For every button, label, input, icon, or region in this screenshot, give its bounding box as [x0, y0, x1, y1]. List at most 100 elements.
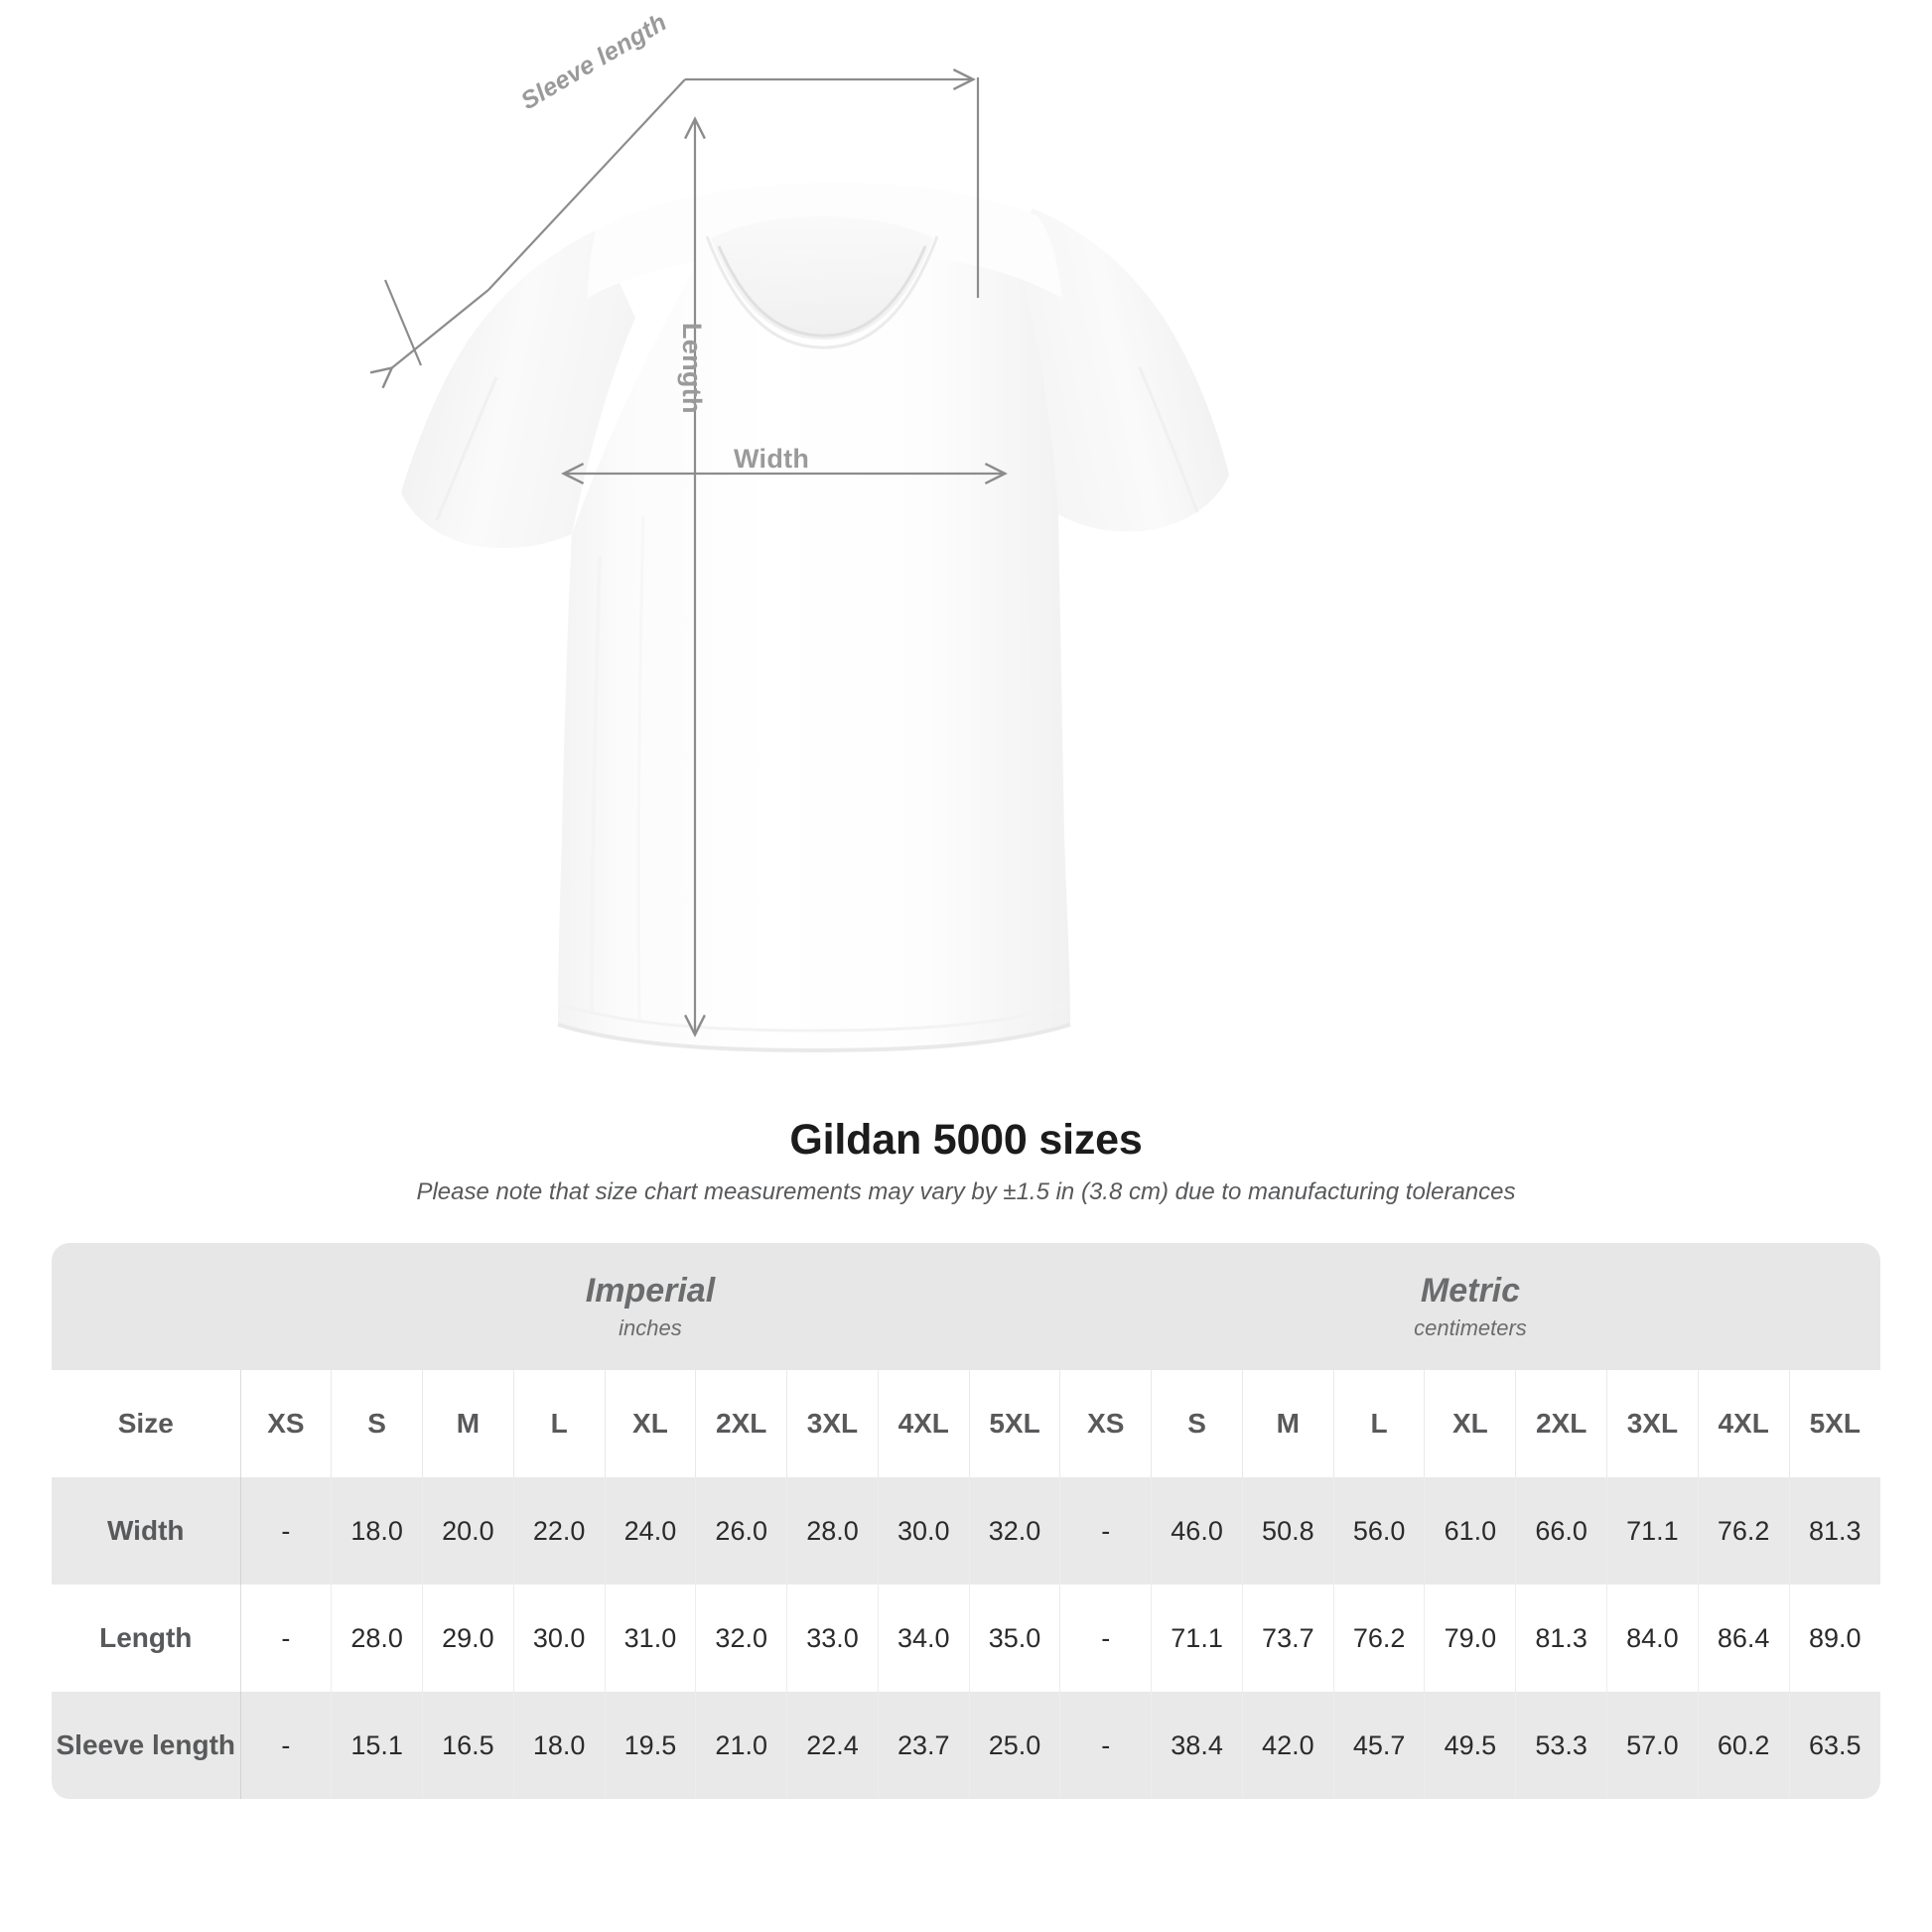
garment-shape	[401, 182, 1229, 1053]
column-header-4xl-imperial: 4XL	[878, 1370, 970, 1478]
column-header-l-metric: L	[1333, 1370, 1426, 1478]
cell-width-2xl-imperial: 26.0	[695, 1477, 788, 1586]
cell-width-5xl-metric: 81.3	[1789, 1477, 1880, 1586]
cell-sleeve-length-2xl-metric: 53.3	[1515, 1692, 1608, 1800]
cell-sleeve-length-m-imperial: 16.5	[422, 1692, 514, 1800]
cell-sleeve-length-xl-imperial: 19.5	[605, 1692, 697, 1800]
cell-length-l-imperial: 30.0	[513, 1585, 606, 1693]
column-header-xs-metric: XS	[1059, 1370, 1153, 1478]
page-subtitle: Please note that size chart measurements…	[416, 1178, 1516, 1206]
measure-lines	[385, 77, 1003, 1033]
cell-sleeve-length-5xl-metric: 63.5	[1789, 1692, 1880, 1800]
cell-sleeve-length-2xl-imperial: 21.0	[695, 1692, 788, 1800]
cell-length-5xl-imperial: 35.0	[969, 1585, 1061, 1693]
sleeve-cuff-tick	[383, 279, 423, 366]
tshirt-diagram: Sleeve length Length Width	[0, 0, 1229, 1053]
table-row: Sleeve length -15.1 16.5 18.0 19.5 21.0 22.4 23…	[52, 1692, 1880, 1800]
cell-width-l-imperial: 22.0	[513, 1477, 606, 1586]
column-header-m-imperial: M	[422, 1370, 514, 1478]
row-label-sleeve-length: Sleeve length	[52, 1692, 241, 1800]
cell-length-3xl-imperial: 33.0	[786, 1585, 879, 1693]
row-label-width: Width	[52, 1477, 241, 1586]
cell-length-3xl-metric: 84.0	[1606, 1585, 1699, 1693]
cell-length-xl-metric: 79.0	[1424, 1585, 1517, 1693]
table-row: Width -18.0 20.0 22.0 24.0 26.0 28.0 30.0 32.0-4…	[52, 1477, 1880, 1586]
column-header-xl-metric: XL	[1424, 1370, 1517, 1478]
column-header-l-imperial: L	[513, 1370, 606, 1478]
cell-length-xs-metric: -	[1059, 1585, 1153, 1693]
column-header-s-metric: S	[1151, 1370, 1243, 1478]
cell-width-m-imperial: 20.0	[422, 1477, 514, 1586]
cell-width-m-metric: 50.8	[1242, 1477, 1334, 1586]
column-header-3xl-imperial: 3XL	[786, 1370, 879, 1478]
column-header-m-metric: M	[1242, 1370, 1334, 1478]
column-header-s-imperial: S	[331, 1370, 424, 1478]
unit-banner-spacer	[52, 1243, 240, 1371]
tshirt-illustration	[0, 0, 1229, 1053]
unit-group-name: Metric	[1420, 1272, 1521, 1311]
unit-group-subtitle: centimeters	[1414, 1315, 1527, 1341]
cell-length-4xl-imperial: 34.0	[878, 1585, 970, 1693]
cell-width-3xl-imperial: 28.0	[786, 1477, 879, 1586]
cell-length-m-imperial: 29.0	[422, 1585, 514, 1693]
cell-sleeve-length-4xl-imperial: 23.7	[878, 1692, 970, 1800]
cell-width-s-imperial: 18.0	[331, 1477, 424, 1586]
heading-block: Gildan 5000 sizes Please note that size …	[0, 1116, 1932, 1207]
column-header-3xl-metric: 3XL	[1606, 1370, 1699, 1478]
cell-length-l-metric: 76.2	[1333, 1585, 1426, 1693]
cell-width-xs-metric: -	[1059, 1477, 1153, 1586]
cell-length-2xl-metric: 81.3	[1515, 1585, 1608, 1693]
cell-width-4xl-imperial: 30.0	[878, 1477, 970, 1586]
cell-sleeve-length-m-metric: 42.0	[1242, 1692, 1334, 1800]
cell-length-4xl-metric: 86.4	[1698, 1585, 1790, 1693]
cell-sleeve-length-5xl-imperial: 25.0	[969, 1692, 1061, 1800]
column-header-xl-imperial: XL	[605, 1370, 697, 1478]
column-header-5xl-metric: 5XL	[1789, 1370, 1880, 1478]
page-title: Gildan 5000 sizes	[789, 1116, 1143, 1164]
cell-width-xl-metric: 61.0	[1424, 1477, 1517, 1586]
size-chart-container: Imperial inches Metric centimeters Size XS S M L…	[52, 1243, 1880, 1800]
cell-width-5xl-imperial: 32.0	[969, 1477, 1061, 1586]
cell-sleeve-length-xs-imperial: -	[240, 1692, 333, 1800]
width-label: Width	[734, 444, 810, 474]
cell-length-s-imperial: 28.0	[331, 1585, 424, 1693]
cell-width-3xl-metric: 71.1	[1606, 1477, 1699, 1586]
table-row: Length -28.0 29.0 30.0 31.0 32.0 33.0 34.0 35.0-…	[52, 1585, 1880, 1693]
sleeve-diagonal-lower	[390, 289, 489, 369]
cell-width-xs-imperial: -	[240, 1477, 333, 1586]
cell-sleeve-length-xl-metric: 49.5	[1424, 1692, 1517, 1800]
cell-width-xl-imperial: 24.0	[605, 1477, 697, 1586]
column-header-2xl-imperial: 2XL	[695, 1370, 788, 1478]
unit-banner-row: Imperial inches Metric centimeters	[52, 1243, 1880, 1371]
size-chart-table: Imperial inches Metric centimeters Size XS S M L…	[52, 1243, 1880, 1800]
unit-group-name: Imperial	[585, 1272, 716, 1311]
unit-group-metric: Metric centimeters	[1059, 1243, 1880, 1371]
cell-length-xs-imperial: -	[240, 1585, 333, 1693]
cell-sleeve-length-3xl-imperial: 22.4	[786, 1692, 879, 1800]
column-header-size: Size	[52, 1370, 241, 1478]
table-header-row: Size XS S M L XL 2XL 3XL 4XL 5XL XS S M L XL 2XL 3XL 4XL 5…	[52, 1370, 1880, 1478]
cell-sleeve-length-l-metric: 45.7	[1333, 1692, 1426, 1800]
cell-length-5xl-metric: 89.0	[1789, 1585, 1880, 1693]
row-label-length: Length	[52, 1585, 241, 1693]
column-header-xs-imperial: XS	[240, 1370, 333, 1478]
cell-sleeve-length-4xl-metric: 60.2	[1698, 1692, 1790, 1800]
cell-sleeve-length-3xl-metric: 57.0	[1606, 1692, 1699, 1800]
cell-width-l-metric: 56.0	[1333, 1477, 1426, 1586]
column-header-5xl-imperial: 5XL	[969, 1370, 1061, 1478]
cell-length-xl-imperial: 31.0	[605, 1585, 697, 1693]
cell-length-m-metric: 73.7	[1242, 1585, 1334, 1693]
cell-width-2xl-metric: 66.0	[1515, 1477, 1608, 1586]
cell-sleeve-length-xs-metric: -	[1059, 1692, 1153, 1800]
cell-length-s-metric: 71.1	[1151, 1585, 1243, 1693]
unit-group-subtitle: inches	[619, 1315, 682, 1341]
cell-width-4xl-metric: 76.2	[1698, 1477, 1790, 1586]
column-header-4xl-metric: 4XL	[1698, 1370, 1790, 1478]
sleeve-diagonal-upper	[487, 78, 686, 291]
cell-sleeve-length-l-imperial: 18.0	[513, 1692, 606, 1800]
cell-length-2xl-imperial: 32.0	[695, 1585, 788, 1693]
cell-sleeve-length-s-metric: 38.4	[1151, 1692, 1243, 1800]
unit-group-imperial: Imperial inches	[240, 1243, 1060, 1371]
cell-sleeve-length-s-imperial: 15.1	[331, 1692, 424, 1800]
length-label: Length	[677, 323, 707, 414]
